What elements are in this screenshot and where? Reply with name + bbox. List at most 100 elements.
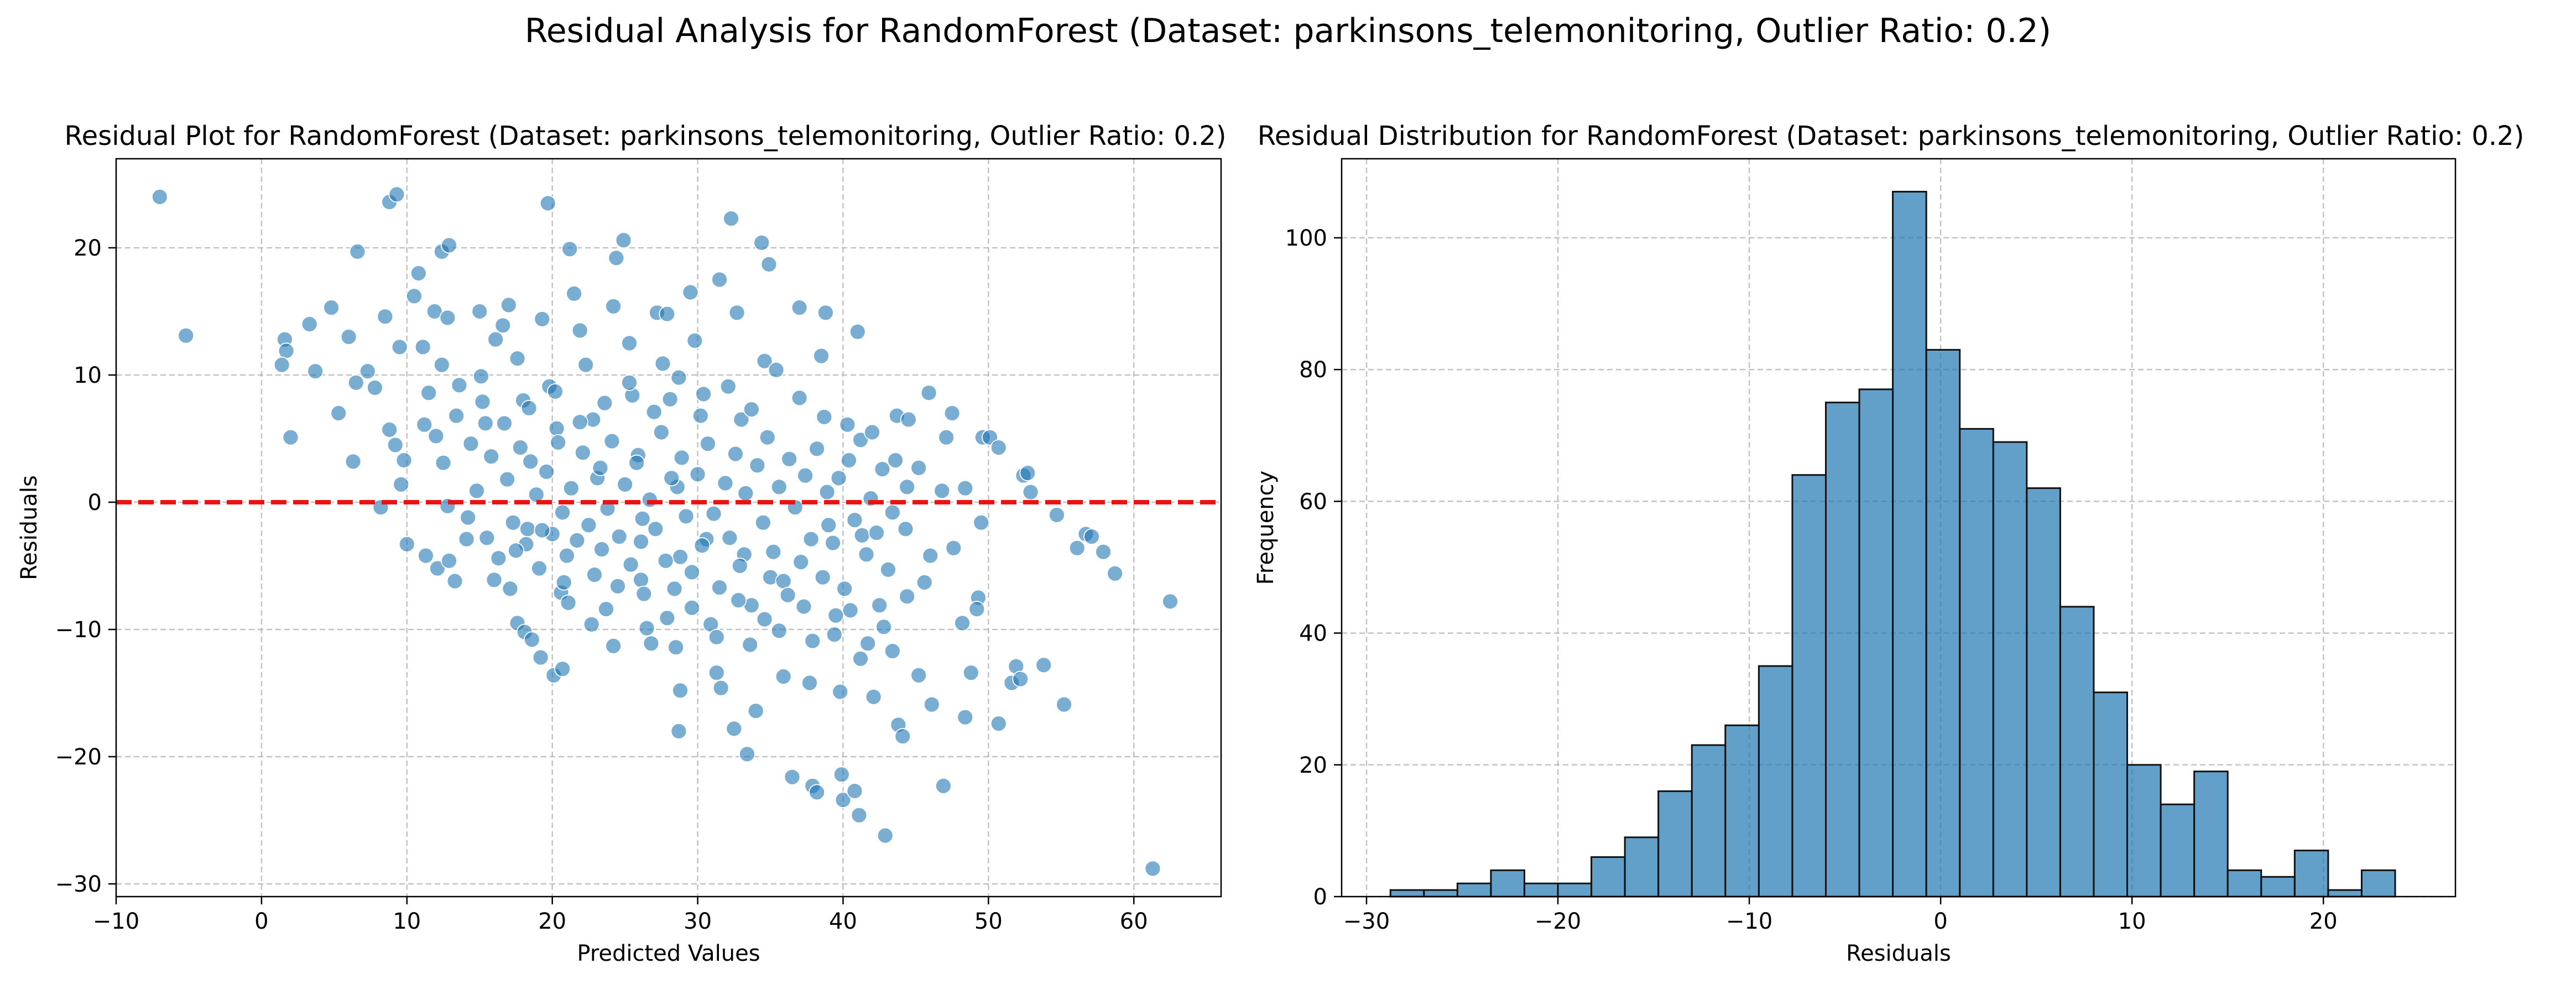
histogram-bar xyxy=(2160,803,2196,898)
scatter-point xyxy=(962,664,979,681)
scatter-point xyxy=(916,574,933,591)
scatter-point xyxy=(414,339,431,356)
histogram-bar xyxy=(2293,850,2329,898)
scatter-points xyxy=(151,186,1179,877)
scatter-point xyxy=(852,431,869,449)
scatter-x-tick-label: 0 xyxy=(254,909,268,934)
scatter-point xyxy=(439,309,456,326)
scatter-point xyxy=(670,369,687,386)
histogram-bar xyxy=(2327,889,2363,898)
scatter-point xyxy=(804,632,821,649)
scatter-axes-frame xyxy=(115,158,1222,898)
scatter-point xyxy=(307,363,324,379)
scatter-point xyxy=(633,571,649,589)
scatter-point xyxy=(151,189,168,205)
scatter-point xyxy=(499,471,516,488)
scatter-point xyxy=(611,528,628,545)
scatter-point xyxy=(659,305,676,322)
scatter-point xyxy=(910,667,927,684)
histogram-x-axis-label: Residuals xyxy=(1846,941,1951,966)
scatter-y-tick-label: 20 xyxy=(74,236,102,261)
histogram-bar xyxy=(1758,665,1793,898)
histogram-bar xyxy=(1657,790,1693,898)
scatter-point xyxy=(673,449,690,466)
scatter-point xyxy=(393,476,410,493)
scatter-point xyxy=(839,416,856,433)
scatter-point xyxy=(852,650,869,667)
scatter-point xyxy=(398,536,415,553)
scatter-point xyxy=(538,463,555,480)
scatter-point xyxy=(633,533,649,550)
scatter-point xyxy=(586,566,603,583)
scatter-point xyxy=(754,514,771,531)
scatter-point xyxy=(814,569,831,586)
scatter-point xyxy=(1107,565,1123,582)
scatter-point xyxy=(770,622,788,639)
scatter-point xyxy=(835,792,852,809)
scatter-point xyxy=(550,434,567,451)
scatter-point xyxy=(968,601,985,618)
histogram-y-axis-label: Frequency xyxy=(1253,471,1279,585)
scatter-point xyxy=(559,547,575,564)
histogram-bar xyxy=(1825,402,1860,898)
scatter-point xyxy=(742,636,759,653)
scatter-title: Residual Plot for RandomForest (Dataset:… xyxy=(64,121,1226,152)
scatter-point xyxy=(330,405,347,421)
histogram-bar xyxy=(2226,869,2262,898)
scatter-point xyxy=(534,310,551,327)
scatter-point xyxy=(554,660,571,678)
histogram-bar xyxy=(1490,869,1525,898)
scatter-point xyxy=(813,347,830,365)
scatter-point xyxy=(574,444,591,461)
scatter-point xyxy=(760,256,778,273)
scatter-point xyxy=(827,607,844,624)
scatter-point xyxy=(717,475,734,492)
scatter-point xyxy=(490,550,507,567)
histogram-y-tick-label: 20 xyxy=(1299,753,1327,778)
figure-title: Residual Analysis for RandomForest (Data… xyxy=(525,12,2051,50)
scatter-point xyxy=(617,476,634,493)
scatter-point xyxy=(686,332,703,349)
scatter-point xyxy=(973,514,990,531)
scatter-point xyxy=(708,664,725,681)
scatter-point xyxy=(711,579,728,596)
scatter-point xyxy=(775,572,792,590)
scatter-point xyxy=(539,195,556,212)
scatter-x-tick-label: 20 xyxy=(538,909,566,934)
scatter-point xyxy=(547,383,564,400)
scatter-point xyxy=(395,452,413,468)
scatter-point xyxy=(897,520,914,538)
scatter-point xyxy=(791,299,808,316)
scatter-point xyxy=(938,429,955,446)
histogram-bars xyxy=(1389,191,2396,898)
histogram-x-tick-label: 20 xyxy=(2309,909,2338,934)
scatter-y-tick-label: −30 xyxy=(55,872,102,897)
histogram-bar xyxy=(1892,191,1927,898)
scatter-point xyxy=(441,237,457,254)
scatter-point xyxy=(846,783,863,799)
scatter-point xyxy=(765,543,782,560)
scatter-point xyxy=(818,483,836,501)
scatter-point xyxy=(1022,483,1039,501)
histogram-bar xyxy=(1959,428,1994,898)
scatter-point xyxy=(468,482,485,499)
scatter-point xyxy=(359,363,376,379)
scatter-point xyxy=(733,411,750,428)
scatter-point xyxy=(278,342,295,360)
scatter-point xyxy=(532,649,549,666)
histogram-title: Residual Distribution for RandomForest (… xyxy=(1258,121,2525,152)
scatter-point xyxy=(608,249,625,267)
scatter-y-tick-label: −20 xyxy=(55,744,102,770)
scatter-point xyxy=(477,415,494,432)
scatter-point xyxy=(792,554,810,570)
scatter-point xyxy=(826,626,843,643)
scatter-point xyxy=(849,323,866,340)
histogram-bar xyxy=(1557,882,1593,898)
scatter-point xyxy=(833,766,850,783)
histogram-x-tick-label: −30 xyxy=(1343,909,1390,934)
scatter-point xyxy=(684,564,700,581)
scatter-point xyxy=(635,585,653,602)
scatter-point xyxy=(1019,465,1036,481)
scatter-point xyxy=(749,457,766,474)
scatter-point xyxy=(708,628,725,645)
